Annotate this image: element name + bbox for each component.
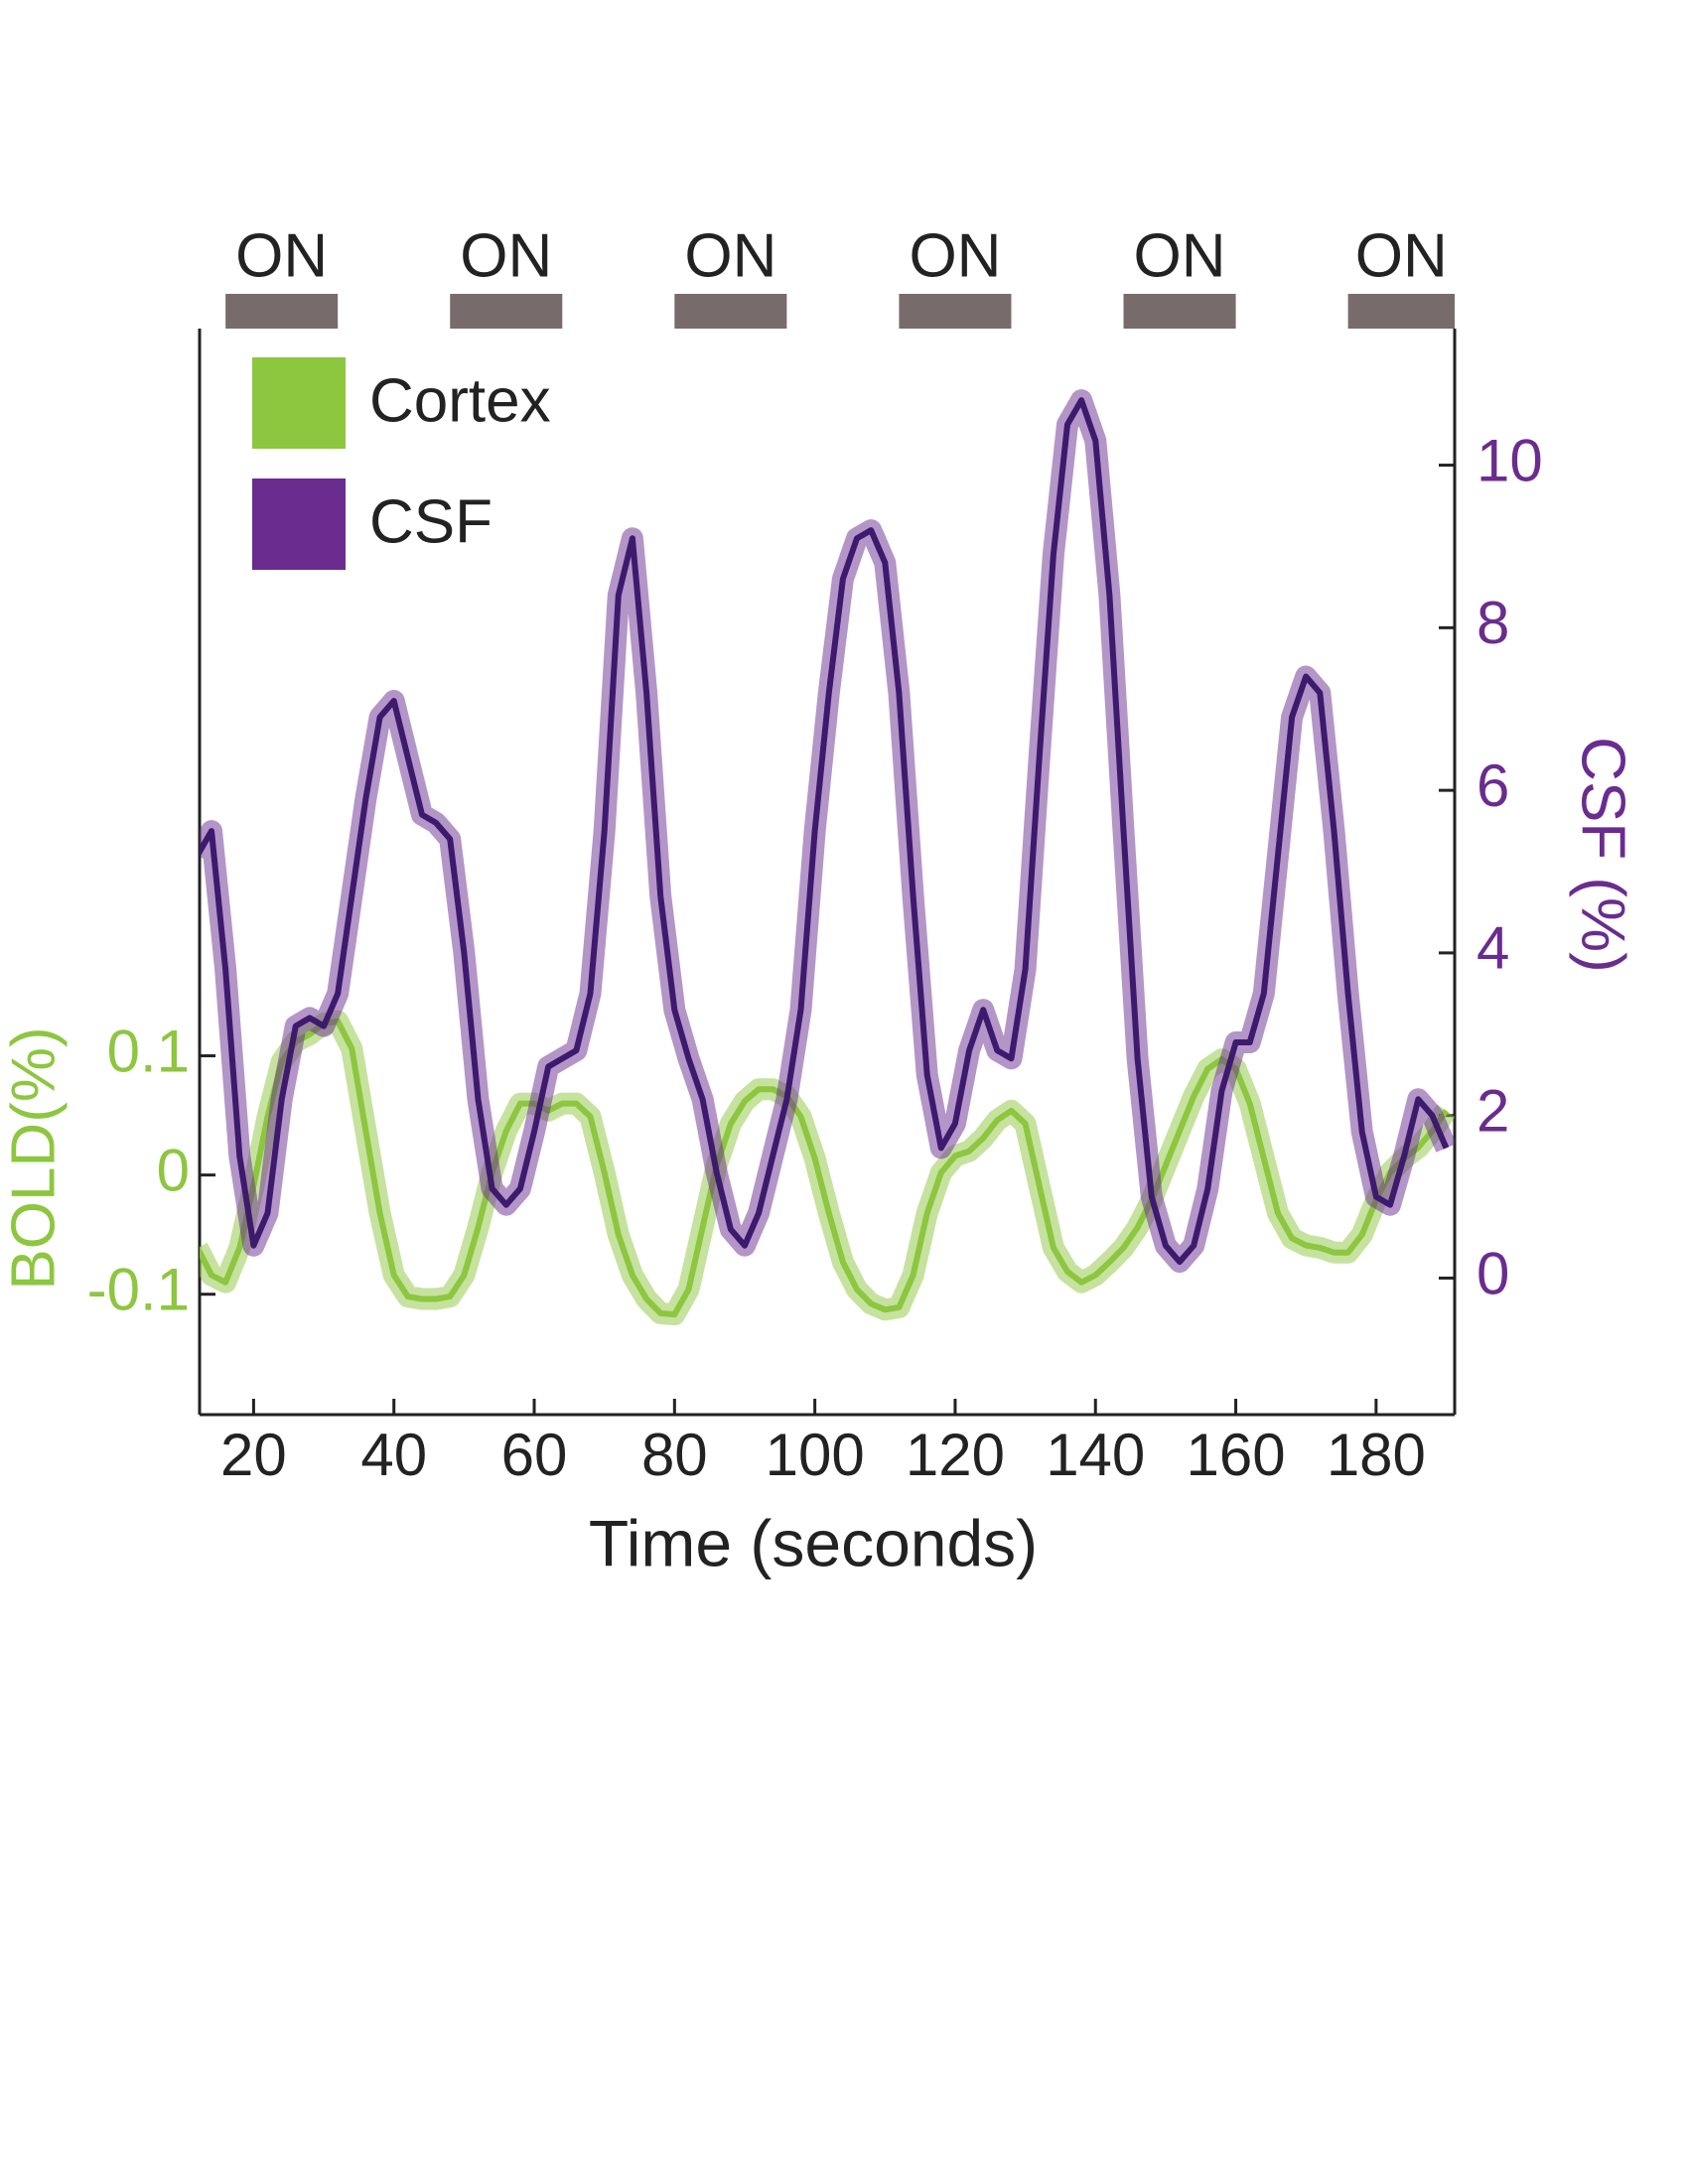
x-tick-label: 160 [1187,1422,1286,1488]
x-tick-label: 20 [220,1422,287,1488]
y2-tick-label: 0 [1477,1240,1509,1306]
stimulus-block [1123,294,1236,329]
y2-tick-label: 2 [1477,1078,1509,1145]
stimulus-label: ON [460,221,552,290]
x-tick-label: 140 [1046,1422,1145,1488]
stimulus-block [1347,294,1455,329]
y-tick-label: 0.1 [107,1018,190,1084]
legend-swatch [252,478,346,570]
x-tick-label: 180 [1327,1422,1426,1488]
stimulus-block [674,294,787,329]
x-axis-label: Time (seconds) [589,1506,1038,1579]
stimulus-block [899,294,1012,329]
series-line [200,1018,1449,1318]
stimulus-label: ON [684,221,776,290]
x-tick-label: 120 [906,1422,1005,1488]
x-tick-label: 100 [766,1422,865,1488]
stimulus-block [225,294,339,329]
series-line [200,397,1450,1266]
x-tick-label: 80 [641,1422,708,1488]
stimulus-label: ON [1355,221,1448,290]
y-tick-label: -0.1 [87,1257,190,1323]
stimulus-label: ON [235,221,328,290]
y2-tick-label: 8 [1477,590,1509,656]
y2-tick-label: 10 [1477,427,1543,493]
x-tick-label: 40 [360,1422,427,1488]
x-tick-label: 60 [501,1422,568,1488]
legend-label: CSF [369,487,492,556]
y2-tick-label: 4 [1477,915,1509,982]
y2-tick-label: 6 [1477,752,1509,819]
y2-axis-label: CSF (%) [1569,737,1637,973]
y-tick-label: 0 [157,1137,190,1203]
stimulus-label: ON [1134,221,1226,290]
legend-label: Cortex [369,366,551,435]
stimulus-block [450,294,563,329]
stimulus-label: ON [909,221,1001,290]
legend-swatch [252,357,346,449]
plot-area [200,389,1455,1326]
y-axis-label: BOLD(%) [0,1026,68,1290]
